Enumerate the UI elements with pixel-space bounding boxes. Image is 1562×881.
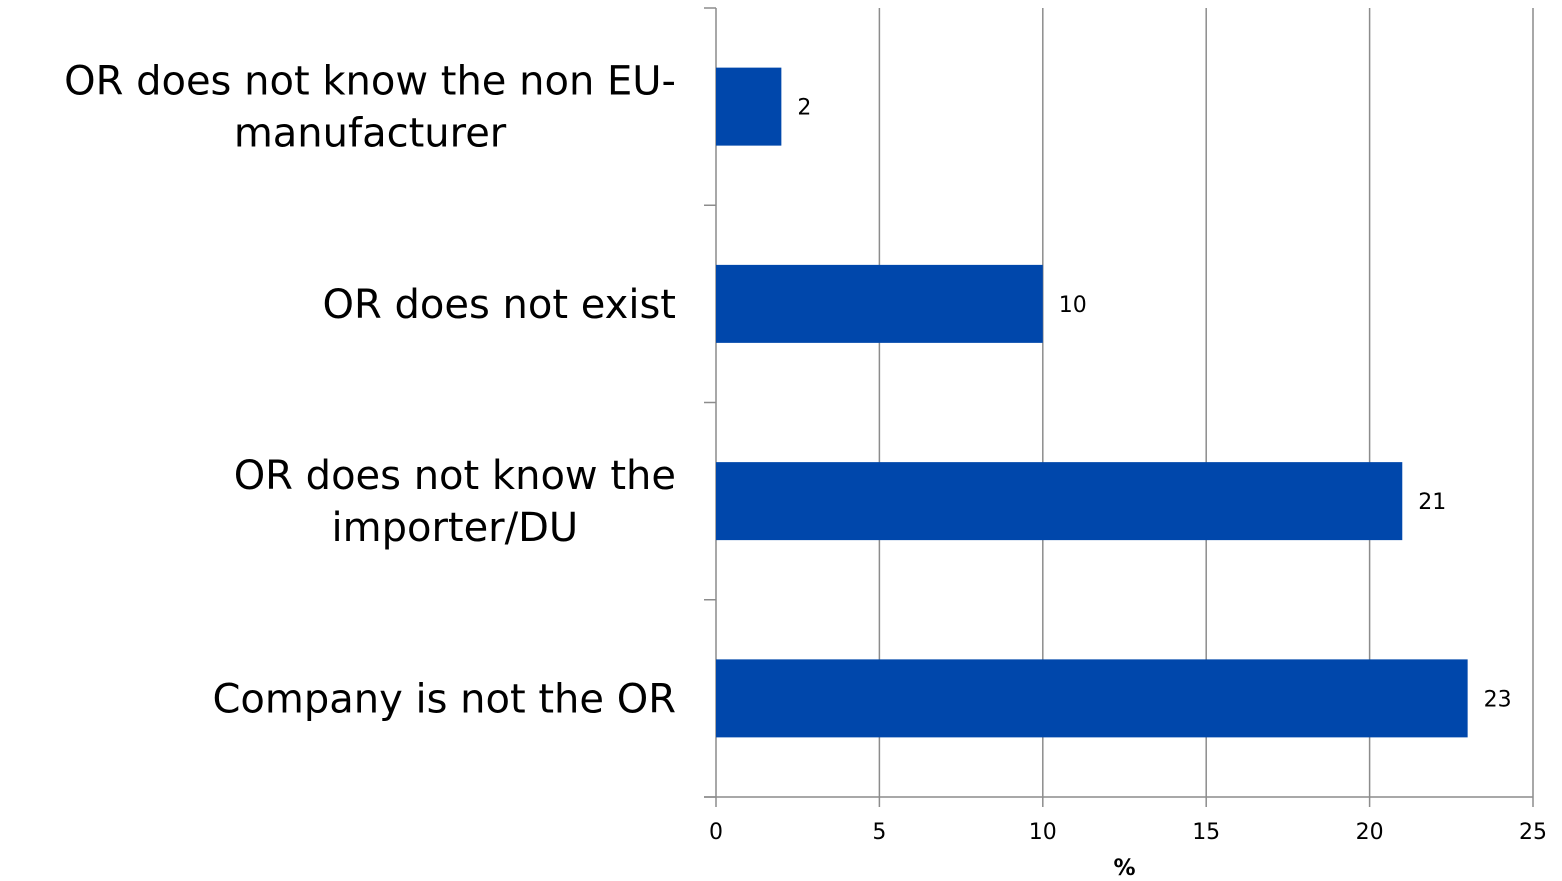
x-tick-label: 20 xyxy=(1356,820,1384,845)
x-tick-label: 10 xyxy=(1029,820,1057,845)
bar-4 xyxy=(716,659,1468,738)
x-tick-label: 25 xyxy=(1519,820,1547,845)
data-label: 23 xyxy=(1484,687,1512,712)
data-label: 10 xyxy=(1059,293,1087,318)
bar-3 xyxy=(716,462,1403,541)
bar-2 xyxy=(716,264,1043,343)
x-tick-label: 5 xyxy=(872,820,886,845)
x-tick-label: 15 xyxy=(1192,820,1220,845)
category-label: OR does not know the importer/DU xyxy=(234,453,676,551)
labels: 0 5 10 15 20 25 2 OR does not know the non EU-m… xyxy=(64,59,1547,845)
x-tick-label: 0 xyxy=(709,820,723,845)
category-label: Company is not the OR xyxy=(212,676,676,722)
data-label: 21 xyxy=(1418,490,1446,515)
bars xyxy=(716,67,1468,738)
bar-1 xyxy=(716,67,782,146)
category-label: OR does not exist xyxy=(323,282,676,328)
data-label: 2 xyxy=(797,96,811,121)
category-label: OR does not know the non EU-manufacturer xyxy=(64,59,676,157)
x-axis-title: % xyxy=(1113,856,1135,881)
